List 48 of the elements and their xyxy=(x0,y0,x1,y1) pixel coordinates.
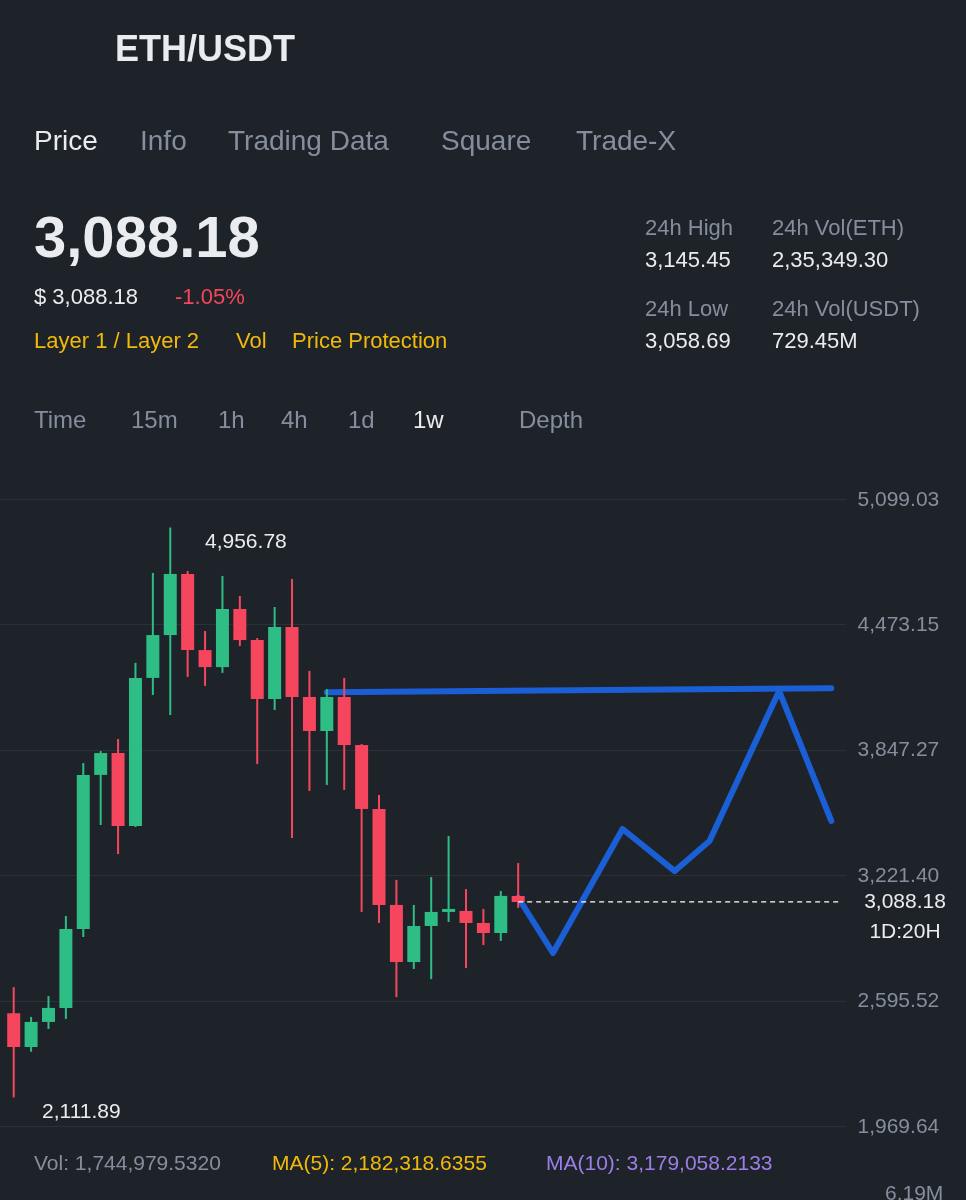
ref-line-label: 3,088.18 1D:20H xyxy=(864,888,946,942)
y-tick-label: 4,473.15 xyxy=(857,611,940,635)
text: Square xyxy=(441,125,532,156)
text: 1w xyxy=(413,406,445,433)
text: 3,088.18 xyxy=(34,204,260,269)
y-tick-label: 5,099.03 xyxy=(857,486,940,510)
annotation: 2,111.89 xyxy=(42,1099,121,1122)
text: 15m xyxy=(131,406,178,433)
candlestick xyxy=(424,876,438,981)
text: 24h High xyxy=(645,215,734,240)
text: Layer 1 / Layer 2 xyxy=(34,328,200,353)
text: Info xyxy=(140,125,187,156)
text: Trading Data xyxy=(228,125,390,156)
candlestick xyxy=(94,750,108,826)
y-tick-label: 2,595.52 xyxy=(857,988,940,1012)
text: Price xyxy=(34,125,98,156)
y-tick-label: 1,969.64 xyxy=(857,1113,940,1137)
text: $ 3,088.18 xyxy=(34,284,138,309)
text: Depth xyxy=(519,406,584,433)
y-tick-label: 3,221.40 xyxy=(857,862,940,886)
candlestick xyxy=(476,907,490,946)
text: Vol: 1,744,979.5320 xyxy=(34,1151,221,1174)
candlestick xyxy=(459,888,473,970)
text: 729.45M xyxy=(772,328,858,353)
candlestick xyxy=(198,630,212,687)
text: 3,145.45 xyxy=(645,247,731,272)
text: 24h Vol(USDT) xyxy=(772,296,920,321)
y-tick-label: 3,847.27 xyxy=(857,737,940,761)
text: 6.19M xyxy=(885,1181,944,1200)
text: Trade-X xyxy=(576,125,677,156)
text: 1h xyxy=(218,406,245,433)
chart-title: ETH/USDT xyxy=(115,28,296,69)
text: 3,058.69 xyxy=(645,328,731,353)
text: 1d xyxy=(348,406,375,433)
candlestick xyxy=(511,862,525,909)
text: 24h Vol(ETH) xyxy=(772,215,905,240)
text: Price Protection xyxy=(292,328,448,353)
text: 2,35,349.30 xyxy=(772,247,889,272)
text: MA(10): 3,179,058.2133 xyxy=(546,1151,773,1174)
text: -1.05% xyxy=(175,284,245,309)
candlestick xyxy=(442,835,456,923)
text: 24h Low xyxy=(645,296,729,321)
text: MA(5): 2,182,318.6355 xyxy=(272,1151,487,1174)
text: Vol xyxy=(236,328,267,353)
text: Time xyxy=(34,406,87,433)
text: 4h xyxy=(281,406,308,433)
candlestick xyxy=(41,995,55,1030)
annotation: 4,956.78 xyxy=(205,529,287,552)
